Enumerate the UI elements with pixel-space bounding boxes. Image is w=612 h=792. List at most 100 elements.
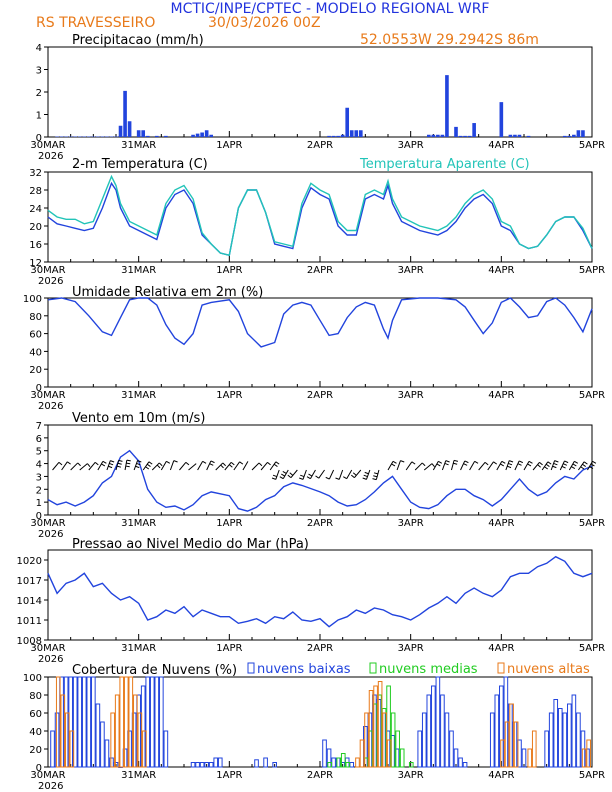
clouds-bar — [377, 681, 383, 768]
wind-barb-flag — [271, 477, 276, 480]
wind-barb-flag — [509, 460, 514, 463]
clouds-bar — [421, 712, 427, 768]
wind-barb — [206, 460, 212, 471]
wind-barb-flag — [118, 459, 123, 462]
clouds-bar — [382, 712, 387, 768]
wind-barb-flag — [464, 460, 469, 464]
precip-bar — [109, 136, 114, 138]
clouds-bar — [154, 676, 160, 768]
rh-frame — [47, 297, 593, 388]
wind-barb-flag — [126, 459, 131, 462]
wind-barb-flag — [582, 463, 586, 467]
clouds-bar — [417, 730, 423, 768]
wind-barb — [328, 469, 335, 480]
wind-barb — [302, 469, 307, 480]
precip-bar — [358, 130, 363, 137]
clouds-bar — [548, 712, 554, 768]
wind-barb-flag — [325, 476, 330, 480]
precip-bar — [445, 75, 449, 137]
precip-xtick-label: 5APR — [579, 140, 605, 151]
wind-barb-flag — [146, 463, 151, 467]
rh-ytick-label: 60 — [29, 330, 42, 341]
clouds-bar — [159, 676, 164, 768]
precip-bar — [82, 136, 87, 138]
wind-barb — [559, 460, 565, 471]
clouds-bar — [109, 757, 114, 768]
wind-barb — [568, 461, 575, 471]
wind-barb — [188, 463, 197, 471]
clouds-bar — [213, 757, 219, 768]
wind-barb-flag — [500, 463, 505, 467]
clouds-xtick-label: 31MAR — [121, 770, 156, 781]
wind-barb — [487, 461, 494, 471]
clouds-bar — [95, 703, 101, 768]
wind-barb — [532, 462, 540, 471]
wind-barb — [215, 462, 224, 471]
clouds-bar — [544, 730, 549, 768]
precip-xtick-label: 1APR — [216, 140, 242, 151]
clouds-bar — [100, 721, 105, 768]
precip-bar — [68, 136, 73, 138]
wind-barb-flag — [508, 462, 513, 466]
wind-barb-flag — [571, 466, 576, 469]
press-xtick-label: 31MAR — [121, 643, 156, 654]
precip-xtick-label: 3APR — [398, 140, 424, 151]
precip-bar — [141, 130, 146, 137]
wind-barb-flag — [507, 465, 512, 469]
wind-year-label: 2026 — [38, 529, 63, 540]
precip-ytick-label: 2 — [36, 88, 42, 99]
wind-ytick-label: 0 — [36, 511, 42, 522]
wind-barb-flag — [287, 474, 292, 479]
wind-barb-flag — [87, 463, 91, 467]
wind-barb — [260, 462, 268, 471]
wind-barb-flag — [282, 471, 287, 474]
temp-xtick-label: 1APR — [216, 265, 242, 276]
wind-barb-flag — [564, 460, 569, 464]
precip-bar — [164, 135, 168, 137]
clouds-bar — [104, 739, 110, 768]
wind-barb — [577, 461, 585, 471]
clouds-bar — [327, 762, 332, 768]
wind-barb — [233, 461, 241, 471]
wind-barb — [375, 469, 380, 480]
clouds-bar — [500, 739, 505, 768]
clouds-bar — [553, 699, 559, 768]
wind-barb — [387, 461, 394, 471]
panel-rh: 0 20 40 60 80 100 30MAR 31MAR 1APR 2APR 3APR 4APR 5A… — [23, 285, 605, 412]
clouds-bar — [60, 694, 66, 768]
wind-barb — [365, 469, 371, 480]
clouds-bar — [77, 676, 83, 768]
clouds-bar — [373, 685, 378, 768]
clouds-bar — [114, 694, 120, 768]
wind-xtick-label: 30MAR — [30, 518, 65, 529]
wind-barb-flag — [308, 473, 313, 477]
temp-xtick-label: 5APR — [579, 265, 605, 276]
wind-barb — [97, 461, 104, 471]
panel-temp: 12 16 20 24 28 32 30MAR 31MAR 1APR 2APR 3APR 4APR 5A… — [29, 157, 605, 287]
precip-bar — [91, 136, 96, 138]
wind-barb-flag — [117, 462, 122, 465]
wind-barb-flag — [273, 463, 278, 467]
precip-xtick-label: 30MAR — [30, 140, 65, 151]
clouds-bar — [254, 759, 259, 768]
wind-ytick-label: 7 — [36, 421, 42, 432]
header-coords: 52.0553W 29.2942S 86m — [360, 32, 539, 48]
wind-barb — [523, 461, 530, 471]
clouds-bar — [54, 712, 60, 768]
wind-ytick-label: 6 — [36, 434, 42, 445]
wind-barb — [142, 461, 150, 471]
wind-barb-flag — [453, 459, 459, 462]
clouds-bar — [368, 690, 374, 768]
precip-bar — [59, 136, 64, 138]
clouds-bar — [386, 739, 392, 768]
clouds-bar — [195, 762, 200, 768]
clouds-bar — [499, 685, 504, 768]
precip-bar — [191, 134, 195, 137]
wind-barb-flag — [299, 477, 304, 480]
wind-barb — [414, 462, 423, 471]
precip-ytick-label: 4 — [36, 43, 42, 54]
precip-bar — [467, 135, 472, 137]
clouds-bar — [217, 757, 223, 768]
wind-barb — [169, 460, 175, 471]
clouds-ytick-label: 20 — [29, 745, 42, 756]
